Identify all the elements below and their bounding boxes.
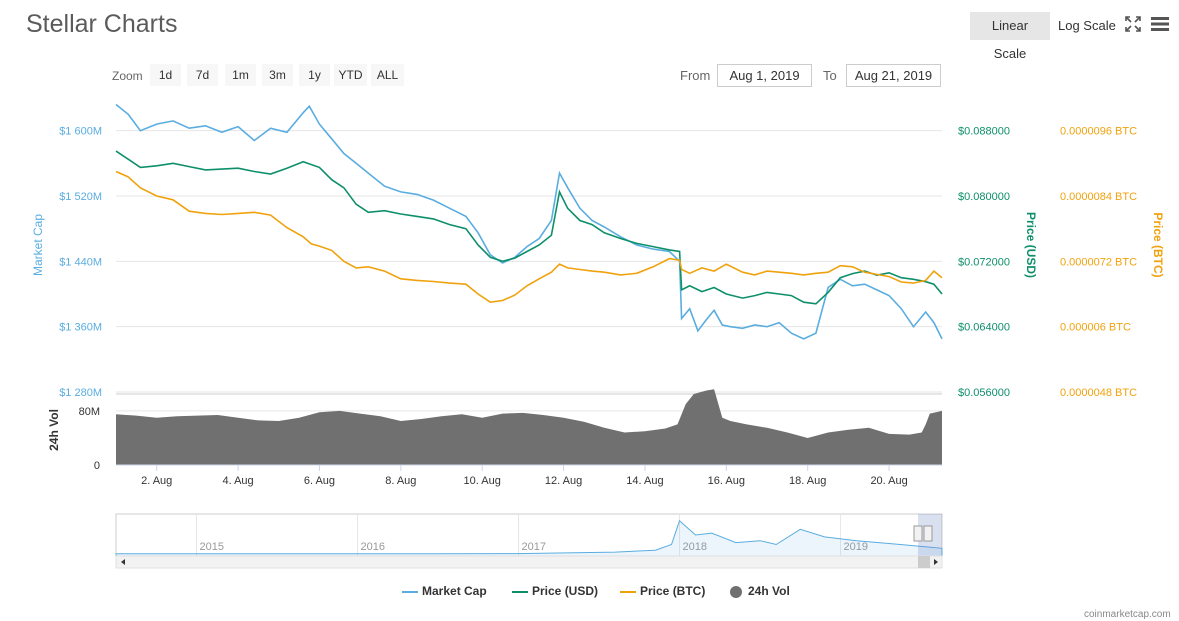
navigator-year-label: 2017 bbox=[522, 541, 546, 553]
market-cap-tick-label: $1 520M bbox=[59, 191, 102, 203]
legend-line-icon bbox=[402, 590, 418, 593]
zoom-1m-button[interactable]: 1m bbox=[225, 64, 256, 86]
to-date-input[interactable] bbox=[846, 64, 941, 87]
legend-price-usd[interactable]: Price (USD) bbox=[512, 584, 598, 598]
to-label: To bbox=[823, 68, 837, 83]
zoom-3m-button[interactable]: 3m bbox=[262, 64, 293, 86]
market-cap-tick-label: $1 440M bbox=[59, 256, 102, 268]
volume-axis-title: 24h Vol bbox=[47, 409, 61, 451]
legend-label: 24h Vol bbox=[748, 584, 790, 598]
navigator-year-label: 2019 bbox=[844, 541, 868, 553]
volume-tick-label: 0 bbox=[94, 460, 100, 472]
zoom-all-button[interactable]: ALL bbox=[371, 64, 404, 86]
x-tick-label: 20. Aug bbox=[870, 475, 907, 487]
x-tick-label: 2. Aug bbox=[141, 475, 172, 487]
x-tick-label: 8. Aug bbox=[385, 475, 416, 487]
zoom-label: Zoom bbox=[112, 69, 143, 83]
price-usd-tick-label: $0.080000 bbox=[958, 191, 1010, 203]
zoom-ytd-button[interactable]: YTD bbox=[334, 64, 367, 86]
page-title: Stellar Charts bbox=[26, 10, 178, 38]
log-scale-button[interactable]: Log Scale bbox=[1058, 18, 1116, 33]
zoom-1y-button[interactable]: 1y bbox=[299, 64, 330, 86]
market-cap-line bbox=[115, 103, 943, 340]
from-date-input[interactable] bbox=[717, 64, 812, 87]
navigator-frame bbox=[115, 513, 943, 557]
navigator-year-label: 2015 bbox=[200, 541, 224, 553]
navigator-year-label: 2018 bbox=[683, 541, 707, 553]
x-tick-label: 16. Aug bbox=[708, 475, 745, 487]
navigator-scrollbar bbox=[115, 555, 943, 569]
legend-volume[interactable]: 24h Vol bbox=[730, 584, 790, 598]
x-tick-label: 10. Aug bbox=[464, 475, 501, 487]
price-btc-tick-label: 0.0000096 BTC bbox=[1060, 126, 1137, 138]
credit-link[interactable]: coinmarketcap.com bbox=[1084, 609, 1171, 620]
price-btc-axis-title: Price (BTC) bbox=[1151, 212, 1165, 277]
navigator-handle-left bbox=[913, 525, 923, 542]
x-tick-label: 18. Aug bbox=[789, 475, 826, 487]
scroll-right-arrow-icon bbox=[934, 559, 938, 565]
x-tick-label: 4. Aug bbox=[222, 475, 253, 487]
x-tick-label: 6. Aug bbox=[304, 475, 335, 487]
scrollbar-thumb bbox=[918, 556, 930, 568]
x-tick-label: 14. Aug bbox=[626, 475, 663, 487]
price-usd-tick-label: $0.056000 bbox=[958, 387, 1010, 399]
price-usd-tick-label: $0.064000 bbox=[958, 322, 1010, 334]
legend-dot-icon bbox=[730, 585, 742, 598]
linear-scale-button[interactable]: Linear Scale bbox=[970, 12, 1050, 61]
market-cap-tick-label: $1 280M bbox=[59, 387, 102, 399]
legend-label: Price (BTC) bbox=[640, 584, 706, 598]
market-cap-tick-label: $1 600M bbox=[59, 126, 102, 138]
legend-label: Market Cap bbox=[422, 584, 487, 598]
legend-market-cap[interactable]: Market Cap bbox=[402, 584, 487, 598]
price-usd-tick-label: $0.072000 bbox=[958, 256, 1010, 268]
price-btc-line bbox=[115, 170, 943, 304]
from-label: From bbox=[680, 68, 711, 83]
legend-price-btc[interactable]: Price (BTC) bbox=[620, 584, 705, 598]
legend-line-icon bbox=[512, 590, 528, 593]
navigator-handle-right bbox=[923, 525, 933, 542]
price-usd-tick-label: $0.088000 bbox=[958, 126, 1010, 138]
volume-tick-label: 80M bbox=[79, 406, 100, 418]
navigator-selection bbox=[918, 514, 942, 556]
navigator-series bbox=[115, 519, 943, 557]
fullscreen-icon[interactable] bbox=[1125, 16, 1141, 37]
hamburger-menu-icon[interactable] bbox=[1151, 16, 1169, 37]
legend-label: Price (USD) bbox=[532, 584, 599, 598]
zoom-1d-button[interactable]: 1d bbox=[150, 64, 181, 86]
price-btc-tick-label: 0.0000072 BTC bbox=[1060, 256, 1137, 268]
zoom-7d-button[interactable]: 7d bbox=[187, 64, 218, 86]
price-usd-line bbox=[115, 150, 943, 305]
market-cap-tick-label: $1 360M bbox=[59, 322, 102, 334]
scroll-left-arrow-icon bbox=[121, 559, 125, 565]
legend-line-icon bbox=[620, 590, 636, 593]
market-cap-axis-title: Market Cap bbox=[31, 214, 45, 276]
price-btc-tick-label: 0.000006 BTC bbox=[1060, 322, 1131, 334]
x-tick-label: 12. Aug bbox=[545, 475, 582, 487]
price-btc-tick-label: 0.0000048 BTC bbox=[1060, 387, 1137, 399]
volume-area bbox=[116, 389, 942, 465]
price-btc-tick-label: 0.0000084 BTC bbox=[1060, 191, 1137, 203]
navigator-year-label: 2016 bbox=[361, 541, 385, 553]
price-usd-axis-title: Price (USD) bbox=[1024, 212, 1038, 278]
